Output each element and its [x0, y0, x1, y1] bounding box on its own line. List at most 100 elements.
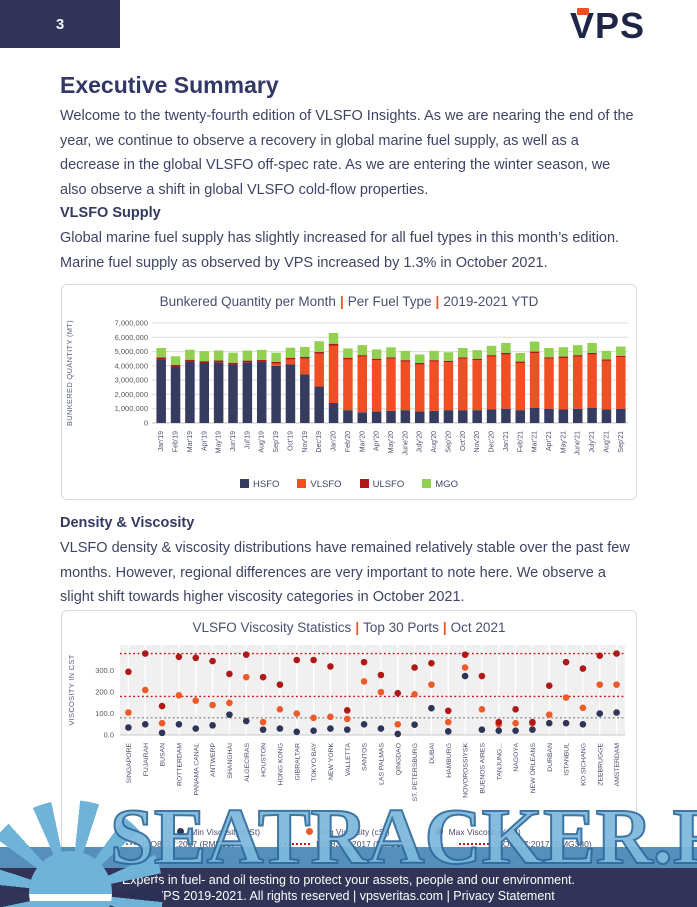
svg-text:BUNKERED QUANTITY (MT): BUNKERED QUANTITY (MT) — [65, 320, 74, 426]
footer-separator: | — [446, 889, 450, 903]
footer-tagline: Experts in fuel- and oil testing to prot… — [121, 873, 576, 887]
chart1-title: Bunkered Quantity per Month | Per Fuel Typ… — [159, 294, 539, 309]
svg-text:BUENOS AIRES: BUENOS AIRES — [479, 743, 486, 794]
legend-item: ISO8217:2017 (RMG180) — [279, 839, 413, 849]
legend-item: MGO — [422, 479, 458, 490]
vps-logo: VPS — [570, 6, 645, 46]
svg-text:Jan'19: Jan'19 — [158, 431, 165, 452]
svg-text:Nov'19: Nov'19 — [302, 431, 309, 453]
viscosity-chart-card: VLSFO Viscosity Statistics | Top 30 Ports |… — [61, 610, 637, 858]
svg-text:Jan'21: Jan'21 — [503, 431, 510, 452]
svg-text:ALGECIRAS: ALGECIRAS — [244, 743, 251, 782]
svg-text:May'21: May'21 — [560, 431, 567, 453]
svg-text:PANAMA CANAL: PANAMA CANAL — [193, 743, 200, 796]
svg-text:Aug'21: Aug'21 — [603, 431, 610, 453]
svg-text:Apr'19: Apr'19 — [201, 431, 208, 451]
svg-text:2,000,000: 2,000,000 — [115, 390, 148, 399]
legend-item: ULSFO — [359, 479, 404, 490]
density-viscosity-paragraph: VLSFO density & viscosity distributions … — [60, 540, 630, 605]
chart2-series-legend: Min Viscosity (cSt) Avg Viscosity (cSt) Ma… — [62, 827, 636, 837]
legend-dotted-line-icon — [458, 843, 489, 845]
legend-dot-icon — [306, 828, 314, 835]
footer-website-link[interactable]: vpsveritas.com — [359, 889, 444, 903]
svg-text:TANJUNG...: TANJUNG... — [496, 743, 503, 780]
legend-item: HSFO — [240, 479, 279, 490]
svg-text:0.0: 0.0 — [104, 731, 114, 740]
footer-meta: © VPS 2019-2021. All rights reserved | v… — [0, 887, 697, 903]
page-title: Executive Summary — [60, 72, 279, 98]
svg-text:300.0: 300.0 — [95, 666, 114, 675]
svg-text:Mar'19: Mar'19 — [187, 431, 194, 452]
legend-dotted-line-icon — [279, 843, 310, 845]
svg-text:Apr'21: Apr'21 — [546, 431, 553, 451]
svg-text:NEW YORK: NEW YORK — [328, 743, 335, 780]
vlsfo-supply-paragraph: Global marine fuel supply has slightly i… — [60, 230, 620, 271]
footer-privacy-link[interactable]: Privacy Statement — [453, 889, 555, 903]
legend-swatch-icon — [240, 479, 250, 488]
svg-text:Oct'20: Oct'20 — [460, 431, 467, 451]
svg-text:Jul'19: Jul'19 — [244, 431, 251, 449]
svg-text:Apr'20: Apr'20 — [374, 431, 381, 451]
legend-swatch-icon — [422, 479, 432, 488]
svg-text:HAMBURG: HAMBURG — [446, 743, 453, 778]
svg-text:SANTOS: SANTOS — [362, 743, 369, 771]
svg-text:200.0: 200.0 — [95, 688, 114, 697]
svg-text:June'20: June'20 — [402, 431, 409, 455]
legend-dot-icon — [177, 828, 185, 835]
svg-text:KO SICHANG: KO SICHANG — [580, 743, 587, 786]
svg-text:Sep'21: Sep'21 — [618, 431, 625, 453]
footer-copyright: © VPS 2019-2021. All rights reserved — [142, 889, 350, 903]
svg-text:100.0: 100.0 — [95, 709, 114, 718]
legend-item: Min Viscosity (cSt) — [177, 827, 260, 837]
svg-text:6,000,000: 6,000,000 — [115, 333, 148, 342]
svg-text:NAGOYA: NAGOYA — [513, 743, 520, 772]
svg-text:ISTANBUL: ISTANBUL — [564, 743, 571, 776]
svg-text:0: 0 — [144, 419, 148, 428]
svg-text:3,000,000: 3,000,000 — [115, 376, 148, 385]
svg-text:LAS PALMAS: LAS PALMAS — [378, 743, 385, 785]
page-number-box: 3 — [0, 0, 120, 48]
svg-text:Feb'20: Feb'20 — [345, 431, 352, 452]
svg-text:ROTTERDAM: ROTTERDAM — [176, 743, 183, 786]
svg-text:Feb'19: Feb'19 — [173, 431, 180, 452]
svg-text:Sep'20: Sep'20 — [445, 431, 452, 453]
chart2-title: VLSFO Viscosity Statistics | Top 30 Ports |… — [192, 620, 506, 635]
svg-text:Sep'19: Sep'19 — [273, 431, 280, 453]
svg-text:VISCOSITY IN CST: VISCOSITY IN CST — [67, 654, 76, 725]
svg-text:Feb'21: Feb'21 — [517, 431, 524, 452]
svg-text:5,000,000: 5,000,000 — [115, 347, 148, 356]
svg-text:GIBRALTAR: GIBRALTAR — [294, 743, 301, 781]
svg-text:Nov'20: Nov'20 — [474, 431, 481, 453]
svg-text:SINGAPORE: SINGAPORE — [126, 743, 133, 784]
bunkered-quantity-stacked-bar-chart: 0 1,000,000 2,000,000 3,000,000 4,000,000 5,0… — [65, 319, 628, 455]
svg-text:FUJAIRAH: FUJAIRAH — [143, 743, 150, 776]
svg-text:Dec'20: Dec'20 — [489, 431, 496, 453]
legend-dot-icon — [435, 828, 443, 835]
svg-text:SHANGHAI: SHANGHAI — [227, 743, 234, 779]
svg-text:AMSTERDAM: AMSTERDAM — [614, 743, 621, 787]
legend-item: Max Viscosity (cSt) — [435, 827, 521, 837]
legend-item: ISO8217:2017 (RMG380) — [458, 839, 592, 849]
vlsfo-supply-heading: VLSFO Supply — [60, 205, 161, 221]
svg-text:BUSAN: BUSAN — [160, 743, 167, 767]
svg-text:May'20: May'20 — [388, 431, 395, 453]
svg-text:Oct'19: Oct'19 — [287, 431, 294, 451]
watermark-band — [0, 847, 697, 868]
svg-text:7,000,000: 7,000,000 — [115, 319, 148, 328]
page-number: 3 — [55, 15, 65, 33]
legend-swatch-icon — [297, 479, 307, 488]
svg-text:DURBAN: DURBAN — [547, 743, 554, 772]
svg-text:1,000,000: 1,000,000 — [115, 404, 148, 413]
viscosity-scatter-chart: SINGAPORE FUJAIRAH BUSAN ROTTERDAM PANAMA CA… — [67, 645, 625, 802]
footer-separator: | — [352, 889, 357, 903]
svg-text:July'20: July'20 — [417, 431, 424, 453]
legend-item: VLSFO — [297, 479, 342, 490]
svg-text:VALLETTA: VALLETTA — [345, 743, 352, 776]
svg-text:DUBAI: DUBAI — [429, 743, 436, 764]
svg-text:HOUSTON: HOUSTON — [261, 743, 268, 777]
svg-text:Mar'20: Mar'20 — [359, 431, 366, 452]
executive-summary-paragraph: Welcome to the twenty-fourth edition of … — [60, 108, 634, 198]
svg-text:Aug'20: Aug'20 — [431, 431, 438, 453]
density-viscosity-heading: Density & Viscosity — [60, 515, 195, 531]
svg-text:TOKYO BAY: TOKYO BAY — [311, 743, 318, 782]
